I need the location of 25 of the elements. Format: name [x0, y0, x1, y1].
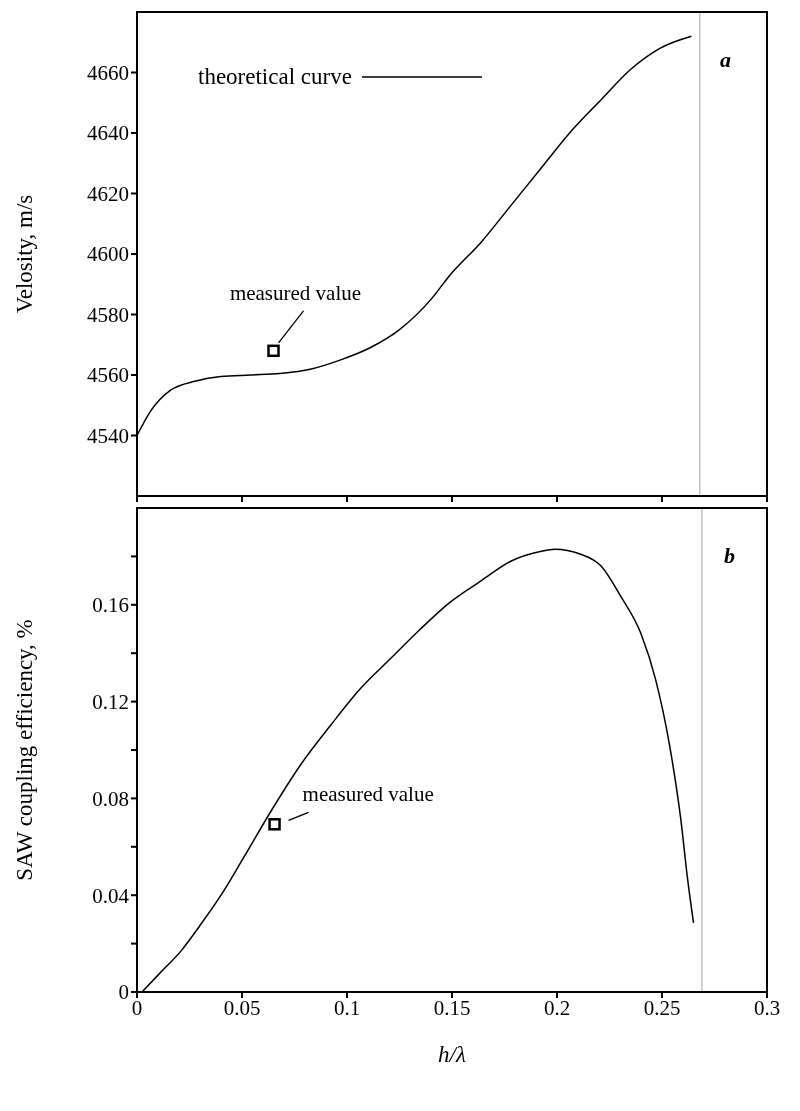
x-tick-label: 0.3	[753, 995, 781, 1020]
annotation: a	[720, 47, 731, 72]
y-tick-label: 4660	[87, 60, 129, 85]
annotation: measured value	[302, 782, 434, 807]
x-tick-label: 0.1	[333, 995, 361, 1020]
y-axis-title: SAW coupling efficiency, %	[12, 619, 38, 881]
annotation: measured value	[229, 280, 362, 305]
y-tick-label: 0.08	[92, 786, 129, 811]
y-axis-title: Velosity, m/s	[12, 194, 38, 314]
y-tick-label: 0.16	[92, 593, 129, 618]
y-tick-label: 4620	[87, 181, 129, 206]
annotation: b	[724, 543, 735, 568]
x-tick-label: 0.05	[223, 995, 261, 1020]
y-tick-label: 4600	[87, 242, 129, 267]
y-tick-label: 0.12	[92, 690, 129, 715]
y-tick-label: 0.04	[92, 883, 130, 908]
x-tick-label: 0.2	[543, 995, 571, 1020]
text: theoretical curve	[198, 64, 352, 90]
y-tick-label: 4560	[87, 363, 129, 388]
y-tick-label: 4540	[87, 423, 129, 448]
y-tick-label: 4580	[87, 302, 129, 327]
x-axis-title: h/λ	[438, 1042, 466, 1067]
x-tick-label: 0.25	[643, 995, 681, 1020]
y-tick-label: 4640	[87, 121, 129, 146]
x-tick-label: 0.15	[433, 995, 471, 1020]
